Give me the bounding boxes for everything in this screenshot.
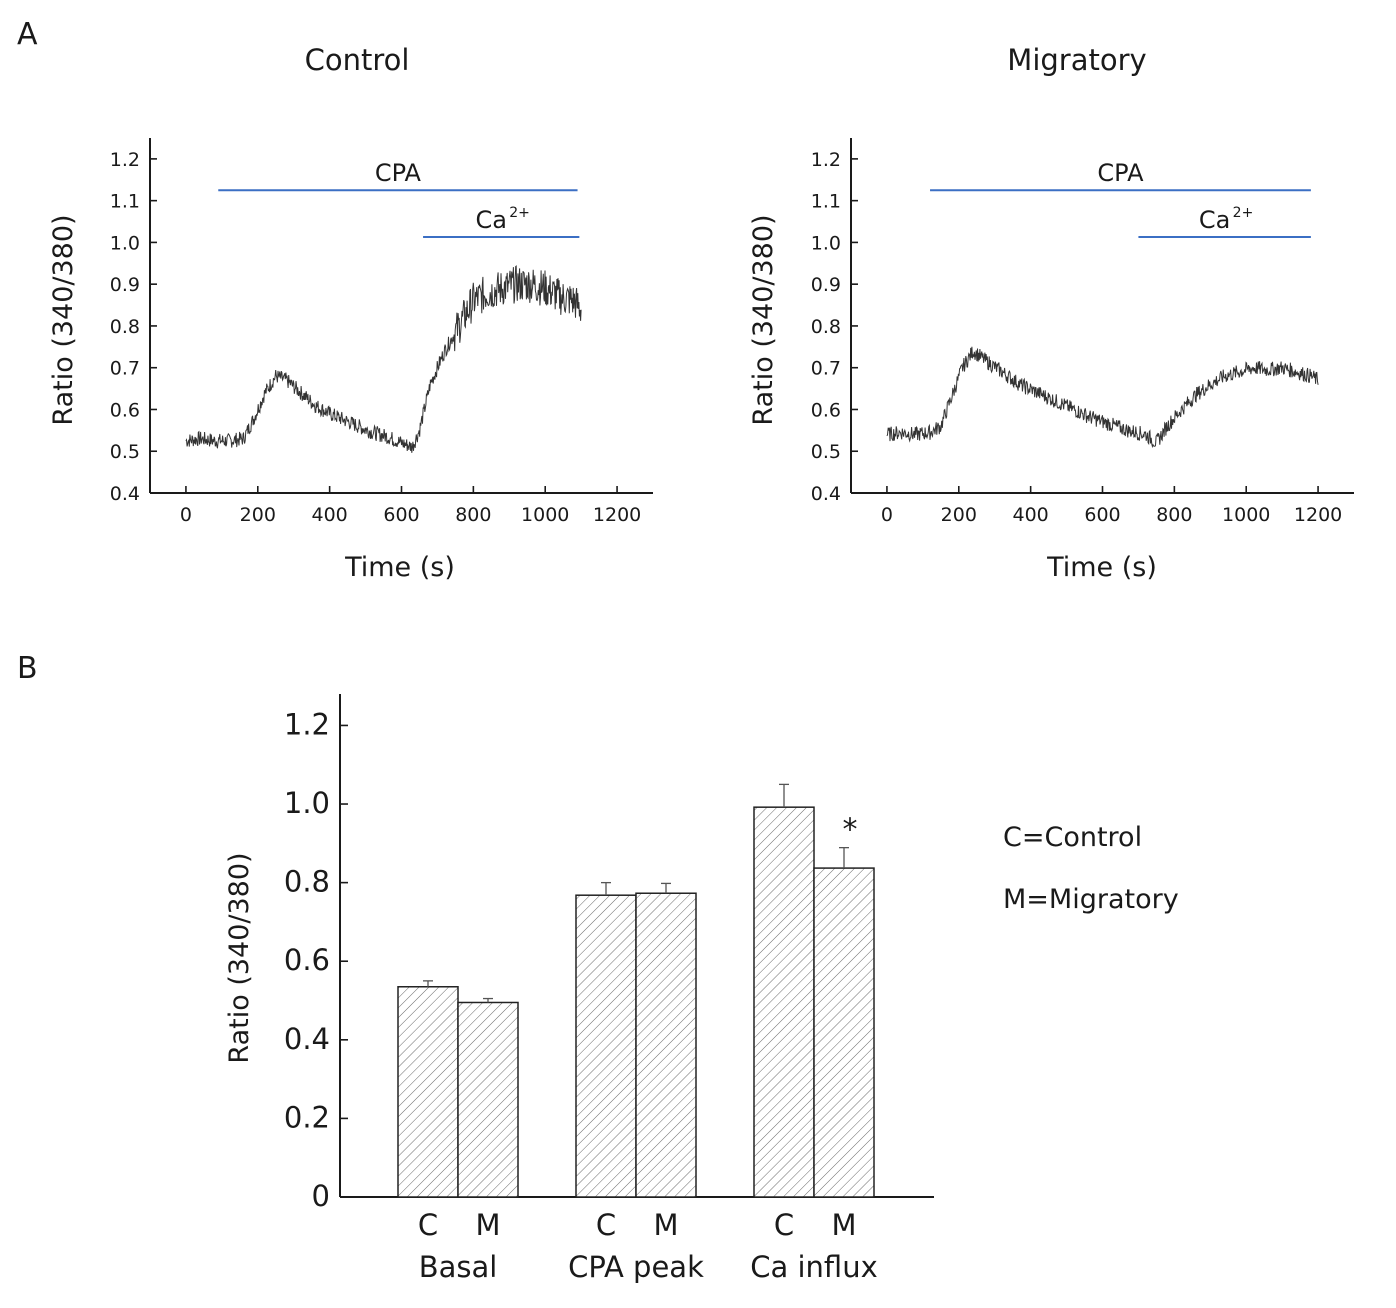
x-tick-label: 400 (312, 504, 348, 526)
bar-chart-ylabel: Ratio (340/380) (224, 852, 255, 1063)
bar (397, 986, 459, 1198)
legend-control: C=Control (1003, 822, 1142, 853)
y-tick-label: 1.1 (811, 191, 841, 213)
legend-migratory: M=Migratory (1003, 884, 1179, 915)
control-chart-ylabel: Ratio (340/380) (48, 214, 79, 425)
y-tick-label: 1.0 (284, 786, 330, 820)
x-tick-label: 800 (455, 504, 491, 526)
treatment-label: CPA (375, 159, 422, 187)
x-tick-label: 600 (383, 504, 419, 526)
y-tick-label: 0.4 (284, 1022, 330, 1056)
y-tick-label: 0.7 (811, 358, 841, 380)
ratio-bar-chart: Ratio (340/380) 0 0.2 0.4 0.6 0.8 1.0 1.2 C M Bas… (224, 694, 934, 1284)
control-trace-chart: Control Ratio (340/380) Time (s) 0.4 0.5 0… (48, 43, 653, 583)
y-tick-label: 1.1 (110, 191, 140, 213)
ratio-trace (185, 265, 582, 453)
bar (635, 892, 697, 1198)
x-tick-label: 1200 (593, 504, 641, 526)
y-tick-label: 0.5 (811, 441, 841, 463)
bar-category-label: C (418, 1208, 438, 1242)
group-label: Ca influx (750, 1250, 877, 1284)
x-tick-label: 0 (881, 504, 893, 526)
y-tick-label: 0.8 (811, 316, 841, 338)
x-tick-label: 200 (240, 504, 276, 526)
migratory-chart-title: Migratory (1007, 43, 1146, 77)
group-label: CPA peak (568, 1250, 704, 1284)
y-tick-label: 0.6 (284, 943, 330, 977)
y-tick-label: 0 (312, 1179, 330, 1213)
bar (813, 867, 875, 1198)
ratio-trace (886, 346, 1319, 449)
y-tick-label: 1.2 (811, 149, 841, 171)
bar-category-label: C (596, 1208, 616, 1242)
group-label: Basal (419, 1250, 498, 1284)
x-tick-label: 200 (941, 504, 977, 526)
y-tick-label: 0.2 (284, 1100, 330, 1134)
y-tick-label: 0.8 (110, 316, 140, 338)
control-chart-title: Control (305, 43, 410, 77)
y-tick-label: 0.9 (811, 274, 841, 296)
treatment-label-superscript: 2+ (509, 205, 530, 221)
bar-category-label: M (831, 1208, 856, 1242)
y-tick-label: 1.0 (110, 232, 140, 254)
x-tick-label: 1000 (521, 504, 569, 526)
control-chart-xlabel: Time (s) (344, 552, 455, 583)
x-tick-label: 600 (1084, 504, 1120, 526)
y-tick-label: 1.2 (284, 707, 330, 741)
y-tick-label: 1.2 (110, 149, 140, 171)
y-tick-label: 0.5 (110, 441, 140, 463)
bar-category-label: C (774, 1208, 794, 1242)
y-tick-label: 0.6 (811, 399, 841, 421)
bar (575, 894, 637, 1198)
bar (753, 806, 815, 1198)
y-tick-label: 0.6 (110, 399, 140, 421)
x-tick-label: 1200 (1294, 504, 1342, 526)
y-tick-label: 0.4 (110, 483, 140, 505)
bar-category-label: M (653, 1208, 678, 1242)
panel-letter-a: A (17, 17, 38, 52)
y-tick-label: 1.0 (811, 232, 841, 254)
migratory-trace-chart: Migratory Ratio (340/380) Time (s) 0.4 0.… (748, 43, 1354, 583)
x-tick-label: 1000 (1222, 504, 1270, 526)
y-tick-label: 0.7 (110, 358, 140, 380)
panel-letter-b: B (17, 651, 38, 686)
treatment-label: Ca (475, 206, 506, 234)
y-tick-label: 0.9 (110, 274, 140, 296)
treatment-label-superscript: 2+ (1233, 205, 1254, 221)
y-tick-label: 0.4 (811, 483, 841, 505)
bar (457, 1001, 519, 1198)
x-tick-label: 800 (1156, 504, 1192, 526)
treatment-label: CPA (1097, 159, 1144, 187)
migratory-chart-xlabel: Time (s) (1046, 552, 1157, 583)
treatment-label: Ca (1199, 206, 1230, 234)
significance-marker: * (843, 813, 858, 848)
x-tick-label: 0 (180, 504, 192, 526)
y-tick-label: 0.8 (284, 865, 330, 899)
migratory-chart-ylabel: Ratio (340/380) (748, 214, 779, 425)
bar-category-label: M (475, 1208, 500, 1242)
x-tick-label: 400 (1013, 504, 1049, 526)
